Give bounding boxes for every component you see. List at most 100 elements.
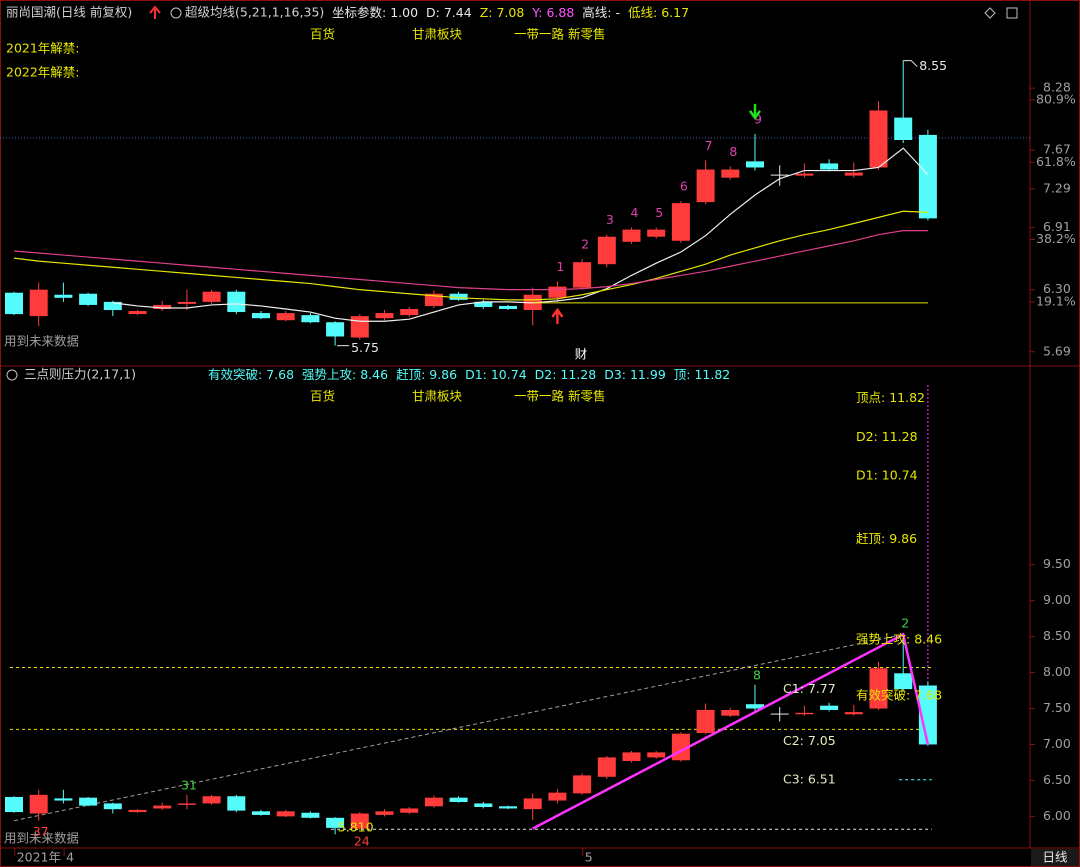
sequence-label: 9 [754, 111, 762, 126]
y-tick-label: 7.29 [1043, 180, 1071, 195]
trend-line [532, 632, 930, 830]
candle-body [326, 322, 345, 337]
count-label: 24 [354, 834, 370, 849]
x-tick-label: 4 [66, 850, 74, 865]
candle-body [227, 291, 246, 313]
legend-item: D: 7.44 [426, 5, 472, 20]
moving-average [13, 230, 928, 291]
candle-body [276, 313, 295, 321]
high-pointer [903, 60, 918, 67]
moving-average [112, 147, 929, 322]
period-tab[interactable] [1031, 849, 1079, 866]
legend-name: 低线: [628, 5, 661, 20]
legend-item: 顶: 11.82 [674, 367, 730, 382]
legend-value: 10.74 [491, 367, 527, 382]
candle-body [770, 174, 789, 176]
sequence-label: 4 [631, 205, 639, 220]
candle-body [301, 315, 320, 323]
level-label: 顶点: 11.82 [856, 389, 925, 404]
sequence-label: 7 [705, 138, 713, 153]
candle-body [202, 796, 221, 804]
candle-body [844, 712, 863, 715]
candle-body [770, 713, 789, 715]
level-name: C3: [783, 771, 808, 786]
y-tick-label: 9.50 [1043, 556, 1071, 571]
candle-body [424, 293, 443, 306]
sector-tag: 甘肃板块 [412, 27, 463, 42]
level-name: C2: [783, 732, 808, 747]
candle-body [795, 712, 814, 715]
legend-name: Z: [480, 5, 497, 20]
sector-tag: 百货 [310, 27, 335, 42]
finance-mark[interactable]: 财 [575, 347, 588, 362]
level-value: 9.86 [889, 530, 917, 545]
y-tick-label: 8.50 [1043, 628, 1071, 643]
legend-item: 强势上攻: 8.46 [302, 367, 388, 382]
legend-name: 赶顶: [396, 367, 429, 382]
warning: 用到未来数据 [4, 831, 79, 846]
sequence-label: 8 [729, 144, 737, 159]
level-name: 有效突破: [856, 687, 914, 702]
candle-body [79, 293, 98, 305]
y-tick-label: 6.50 [1043, 772, 1071, 787]
legend-name: D2: [535, 367, 561, 382]
sequence-label: 1 [556, 259, 564, 274]
candle-body [869, 668, 888, 709]
candle-body [153, 304, 172, 310]
y-tick-label: 8.28 [1043, 80, 1071, 95]
high-price: 8.55 [919, 58, 947, 73]
legend-item: 有效突破: 7.68 [208, 367, 294, 382]
moving-average [13, 210, 928, 301]
candle-body [54, 798, 73, 801]
candle-body [548, 792, 567, 801]
legend-name: D3: [604, 367, 630, 382]
legend-name: 有效突破: [208, 367, 266, 382]
y2-tick-label: 19.1% [1036, 293, 1076, 308]
candle-body [597, 757, 616, 777]
sequence-label: 6 [680, 179, 688, 194]
indicator-toggle[interactable] [170, 7, 182, 19]
candle-body [252, 313, 270, 319]
level-value: 7.77 [808, 681, 836, 696]
legend-item: D1: 10.74 [465, 367, 527, 382]
count-label: 2 [901, 616, 909, 631]
candle-body [350, 316, 369, 338]
candle-body [400, 808, 419, 813]
x-tick-label: 5 [585, 850, 593, 865]
level-label: C1: 7.77 [783, 681, 836, 696]
legend-value: 6.17 [661, 5, 689, 20]
candle-body [5, 796, 23, 813]
level-name: 赶顶: [856, 530, 889, 545]
candle-body [523, 798, 542, 810]
support-line [13, 633, 904, 822]
legend-item: 低线: 6.17 [628, 5, 689, 20]
x-tick-label: 2021年 [17, 850, 61, 865]
level-value: 8.46 [914, 631, 942, 646]
level-value: 7.68 [914, 687, 942, 702]
indicator-name: 超级均线(5,21,1,16,35) [185, 5, 324, 20]
candle-body [128, 809, 147, 813]
candle-body [918, 134, 937, 219]
indicator-toggle[interactable] [6, 369, 18, 381]
candle-body [597, 236, 616, 265]
legend-value: 11.99 [630, 367, 666, 382]
candle-body [424, 797, 443, 807]
period-label[interactable]: 日线 [1042, 850, 1068, 865]
sequence-label: 3 [606, 212, 614, 227]
indicator-name: 三点则压力(2,17,1) [24, 367, 136, 382]
legend-value: 7.68 [266, 367, 294, 382]
legend-item: D3: 11.99 [604, 367, 666, 382]
candle-body [894, 673, 913, 690]
y-tick-label: 7.67 [1043, 142, 1071, 157]
legend-value: 7.44 [444, 5, 472, 20]
level-name: C1: [783, 681, 808, 696]
low-price-label: 5.810 [338, 820, 374, 835]
maximize-icon[interactable] [1006, 7, 1018, 19]
legend-value: 6.88 [546, 5, 574, 20]
candle-body [647, 752, 666, 758]
candle-body [153, 805, 172, 809]
level-name: 强势上攻: [856, 631, 914, 646]
candle-body [375, 313, 394, 319]
diamond-icon[interactable] [984, 7, 996, 19]
